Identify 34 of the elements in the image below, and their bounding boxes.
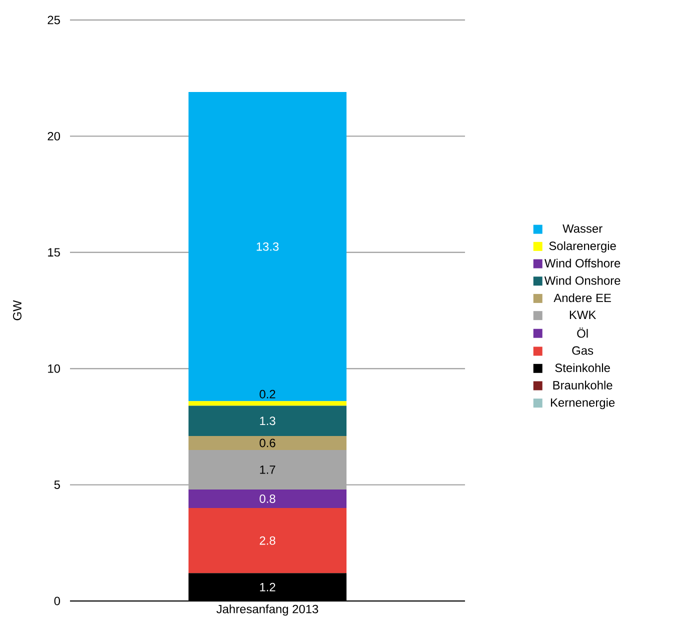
data-label: 13.3 xyxy=(256,242,279,251)
legend-label: Wind Offshore xyxy=(544,258,620,268)
bar xyxy=(188,508,347,574)
y-tick-label: 20 xyxy=(48,132,60,140)
legend-label: KWK xyxy=(570,310,596,319)
bar xyxy=(188,489,347,508)
text: Gas xyxy=(572,346,594,355)
legend-label: Wasser xyxy=(562,224,602,233)
data-label: 1.3 xyxy=(260,416,276,426)
y-tick-label: 25 xyxy=(48,16,60,24)
bar xyxy=(188,406,347,436)
data-label: 0.2 xyxy=(260,390,276,398)
y-tick-label: 0 xyxy=(54,596,60,606)
bar xyxy=(188,450,347,490)
data-label: 1.7 xyxy=(260,466,276,474)
y-tick-label: 10 xyxy=(48,364,60,373)
legend-label: Andere EE xyxy=(554,293,611,302)
y-tick-label: 15 xyxy=(48,248,60,257)
bar xyxy=(188,92,347,402)
bar xyxy=(188,401,347,406)
data-label: 1.2 xyxy=(260,582,276,592)
legend-label: Solarenergie xyxy=(549,241,616,252)
legend-label: Braunkohle xyxy=(553,380,612,390)
text: Öl xyxy=(577,328,588,338)
data-label: 0.6 xyxy=(260,438,276,448)
x-tick-label: Jahresanfang 2013 xyxy=(216,604,318,616)
legend-label: Steinkohle xyxy=(555,363,610,372)
legend-label: Kernenergie xyxy=(550,398,615,410)
y-axis-title: GW xyxy=(13,300,22,320)
legend-label: Wind Onshore xyxy=(544,276,620,285)
data-label: 2.8 xyxy=(260,536,276,545)
data-label: 0.8 xyxy=(260,494,276,503)
bar xyxy=(188,436,347,450)
y-tick-label: 5 xyxy=(54,480,60,489)
